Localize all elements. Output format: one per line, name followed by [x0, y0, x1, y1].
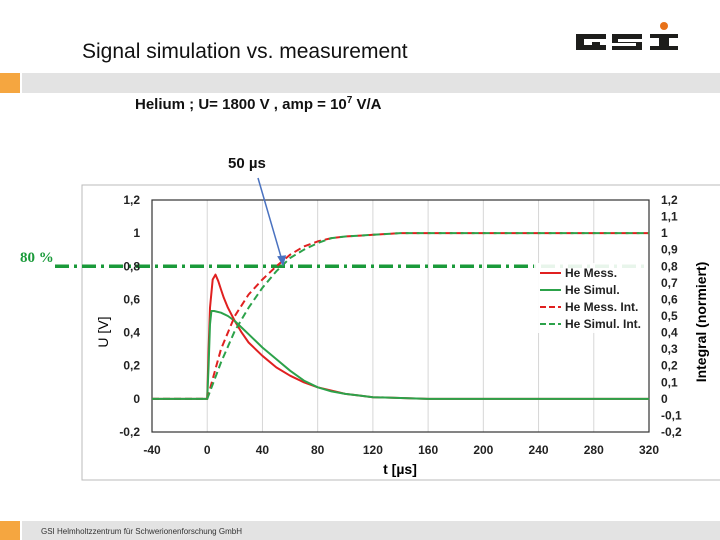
y-tick-label-left: 0,6	[123, 292, 140, 306]
experiment-subtitle: Helium ; U= 1800 V , amp = 107 V/A	[135, 95, 382, 113]
y-axis-label-right: Integral (normiert)	[693, 262, 709, 383]
x-tick-label: 80	[311, 443, 325, 457]
y-tick-label-left: 0,2	[123, 359, 140, 373]
y-tick-label-right: 0,7	[661, 276, 678, 290]
accent-square-top	[0, 73, 20, 93]
legend-background	[534, 263, 646, 333]
y-tick-label-right: 0,5	[661, 309, 678, 323]
legend-label: He Mess. Int.	[565, 300, 638, 314]
arrow-layer	[257, 177, 287, 267]
x-tick-label: 0	[204, 443, 211, 457]
footer-text: GSI Helmholtzzentrum für Schwerionenfors…	[41, 527, 242, 536]
y-tick-label-right: 1	[661, 226, 668, 240]
y-axis-label: U [V]	[95, 316, 111, 347]
y-tick-label-right: 0,6	[661, 292, 678, 306]
y-tick-label-left: 1,2	[123, 193, 140, 207]
x-tick-label: 240	[529, 443, 549, 457]
x-tick-label: 40	[256, 443, 270, 457]
y-tick-label-right: 0,3	[661, 342, 678, 356]
y-tick-label-right: 1,1	[661, 210, 678, 224]
gsi-logo-graphic	[576, 22, 678, 50]
y-tick-label-left: -0,2	[119, 425, 140, 439]
slide-title: Signal simulation vs. measurement	[82, 40, 408, 63]
y-tick-label-left: 0,8	[123, 259, 140, 273]
y-tick-label-right: -0,1	[661, 408, 682, 422]
legend: He Mess. He Simul. He Mess. Int. He Simul. …	[534, 263, 646, 333]
y-tick-label-left: 0	[133, 392, 140, 406]
y-tick-left-layer: 1,2 1 0,8 0,6 0,4 0,2 0 -0,2	[119, 193, 140, 439]
accent-square-bottom	[0, 521, 20, 540]
y-tick-label-right: -0,2	[661, 425, 682, 439]
time-annotation: 50 µs	[228, 155, 266, 172]
y-tick-label-right: 0,8	[661, 259, 678, 273]
y-tick-label-right: 0,1	[661, 375, 678, 389]
series-line-2	[152, 310, 649, 400]
y-tick-label-left: 0,4	[123, 326, 140, 340]
legend-label: He Mess.	[565, 266, 617, 280]
y-tick-label-right: 0,9	[661, 243, 678, 257]
x-tick-label: -40	[143, 443, 161, 457]
x-axis-label: t [µs]	[383, 461, 417, 477]
series-layer	[152, 232, 649, 400]
y-tick-label-right: 0,4	[661, 326, 678, 340]
y-tick-label-right: 0	[661, 392, 668, 406]
subtitle-main: Helium ; U= 1800 V , amp = 10	[135, 96, 347, 113]
x-tick-layer: -40 0 40 80 120 160 200 240 280 320	[143, 443, 659, 457]
footer-band	[22, 521, 720, 540]
plot-area	[151, 199, 650, 433]
y-tick-label-right: 0,2	[661, 359, 678, 373]
threshold-label: 80 %	[20, 250, 54, 266]
y-tick-label-right: 1,2	[661, 193, 678, 207]
chart-frame	[81, 184, 720, 481]
x-tick-label: 120	[363, 443, 383, 457]
annotation-arrow	[257, 177, 284, 265]
gsi-logo	[574, 20, 684, 61]
x-tick-label: 200	[473, 443, 493, 457]
subtitle-unit: V/A	[352, 96, 382, 113]
legend-label: He Simul.	[565, 283, 620, 297]
series-line-4	[152, 232, 649, 400]
x-tick-label: 160	[418, 443, 438, 457]
legend-label: He Simul. Int.	[565, 317, 641, 331]
y-tick-right-layer: 1,2 1,1 1 0,9 0,8 0,7 0,6 0,5 0,4 0,3 0,2 0,1 0 -0,1 -…	[661, 193, 682, 439]
x-tick-label: 320	[639, 443, 659, 457]
header-band	[22, 73, 720, 93]
x-tick-label: 280	[584, 443, 604, 457]
subtitle-exponent: 7	[346, 95, 353, 106]
annotation-arrowhead	[277, 255, 287, 267]
y-tick-label-left: 1	[133, 226, 140, 240]
